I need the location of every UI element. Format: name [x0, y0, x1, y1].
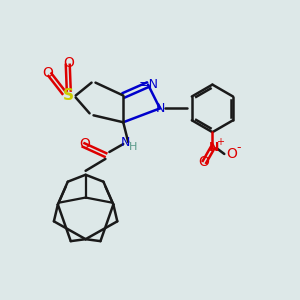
Text: -: -: [236, 142, 240, 154]
Text: N: N: [209, 140, 220, 154]
Text: N: N: [121, 136, 130, 148]
Text: O: O: [198, 155, 209, 169]
Text: O: O: [79, 137, 90, 151]
Text: O: O: [43, 66, 53, 80]
Text: +: +: [216, 137, 224, 147]
Text: N: N: [156, 102, 166, 115]
Text: O: O: [63, 56, 74, 70]
Text: H: H: [129, 142, 137, 152]
Text: =N: =N: [139, 78, 159, 91]
Text: S: S: [63, 88, 74, 103]
Text: O: O: [226, 147, 237, 161]
